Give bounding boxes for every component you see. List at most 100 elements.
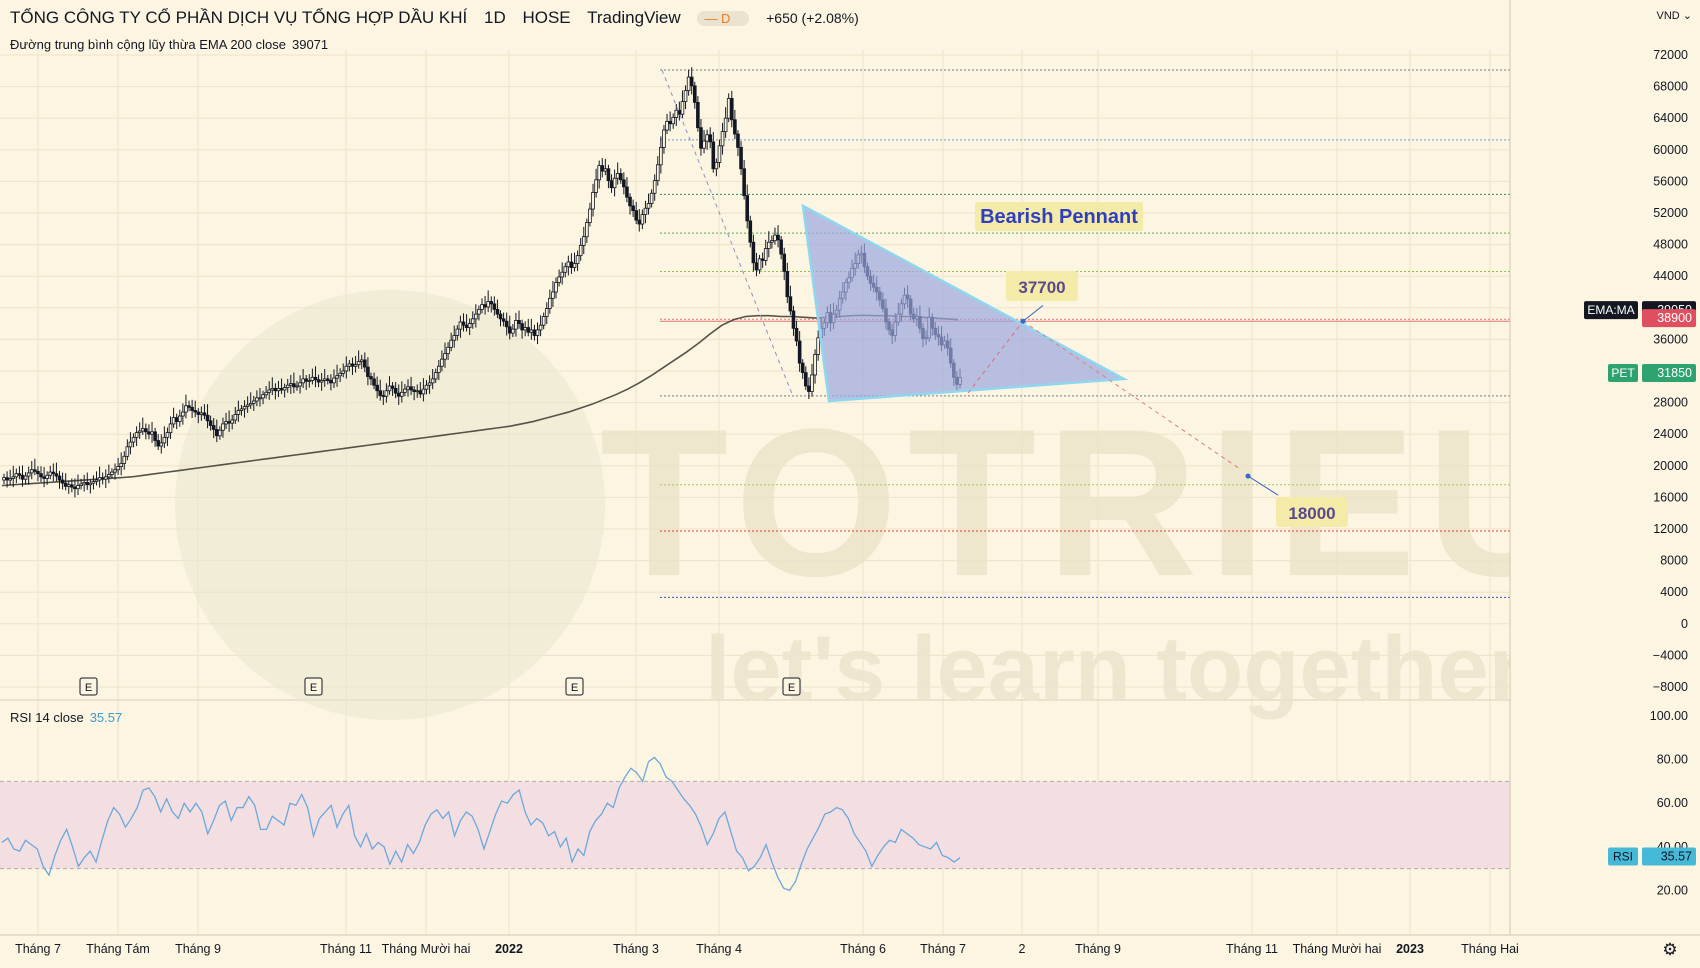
target-label-18000: 18000 (1288, 504, 1335, 523)
candle-body (218, 429, 222, 437)
candle-body (88, 482, 93, 486)
candle-body (622, 179, 626, 188)
candle-body (662, 129, 666, 148)
time-tick-label: 2 (1019, 942, 1026, 956)
candle-body (810, 374, 814, 392)
candle-body (483, 304, 487, 308)
candle-body (326, 378, 330, 381)
candles[interactable] (2, 67, 962, 498)
earnings-marker-label: E (85, 682, 92, 694)
candle-body (17, 473, 22, 476)
candle-body (211, 425, 216, 430)
candle-body (541, 316, 546, 326)
candle-body (659, 147, 663, 166)
candle-body (199, 412, 204, 415)
candle-body (631, 205, 635, 212)
price-tick-label: 68000 (1653, 80, 1688, 94)
time-tick-label: Tháng Mười hai (382, 942, 471, 956)
price-tick-label: 8000 (1660, 554, 1688, 568)
watermark-subtext: let's learn together (705, 618, 1524, 720)
price-tag-bg (1642, 363, 1696, 382)
candle-body (310, 376, 315, 381)
candle-body (8, 478, 12, 481)
candle-body (128, 441, 133, 448)
rsi-band (0, 780, 1510, 870)
candle-body (507, 326, 512, 334)
candle-body (486, 301, 490, 308)
price-tag-value: 35.57 (1661, 849, 1692, 863)
candle-body (329, 380, 333, 384)
candle-body (467, 323, 472, 328)
candle-body (332, 377, 336, 384)
price-tick-label: 12000 (1653, 522, 1688, 536)
chevron-down-icon: ⌄ (1682, 10, 1692, 22)
candle-body (375, 384, 379, 392)
ema-200-line (1, 314, 959, 487)
rsi-band-fill (0, 781, 1510, 869)
candle-body (168, 423, 173, 434)
candle-body (298, 382, 302, 387)
ema-legend[interactable]: Đường trung bình cộng lũy thừa EMA 200 c… (10, 37, 328, 52)
candle-body (125, 446, 130, 457)
candle-body (165, 432, 170, 438)
candle-body (612, 177, 617, 189)
candle-body (322, 378, 327, 381)
price-axis-bg (1510, 0, 1700, 963)
candle-body (51, 471, 56, 475)
candle-body (224, 421, 228, 425)
candle-body (446, 346, 450, 355)
candle-body (788, 296, 793, 312)
rsi-legend[interactable]: RSI 14 close 35.57 (10, 710, 122, 725)
rsi-tick-label: 20.00 (1657, 883, 1688, 897)
candle-body (60, 479, 65, 484)
candle-body (122, 455, 127, 464)
candle-body (538, 324, 543, 331)
price-tag-name-bg (1584, 301, 1638, 320)
candle-body (594, 179, 598, 193)
candle-body (258, 397, 262, 400)
earnings-marker (565, 677, 584, 696)
price-tag-value: 38900 (1657, 311, 1692, 325)
candle-body (813, 354, 817, 376)
candle-body (412, 389, 416, 392)
candle-body (773, 234, 777, 242)
candle-body (726, 98, 731, 119)
candle-body (159, 442, 164, 447)
candle-body (544, 308, 549, 317)
candle-body (557, 276, 561, 283)
currency-selector[interactable]: VND ⌄ (1656, 9, 1692, 22)
annotation-labels[interactable]: Bearish Pennant 37700 18000 (975, 202, 1348, 527)
gear-icon[interactable]: ⚙ (1662, 940, 1677, 959)
candle-body (449, 339, 453, 348)
candle-body (615, 173, 620, 179)
candle-body (625, 186, 629, 198)
candle-body (634, 210, 638, 221)
candle-body (307, 380, 312, 382)
candle-body (276, 387, 281, 392)
candle-body (717, 145, 722, 163)
candle-body (597, 165, 601, 181)
candle-body (156, 440, 160, 447)
candle-body (282, 387, 287, 391)
candle-body (526, 327, 531, 333)
candle-body (637, 219, 642, 225)
candle-body (665, 120, 669, 131)
candle-body (94, 479, 99, 482)
candle-body (677, 109, 682, 115)
pennant-group[interactable] (661, 69, 1279, 496)
candle-body (643, 207, 648, 215)
candle-body (205, 414, 210, 422)
candle-body (230, 419, 235, 424)
candle-body (11, 476, 16, 479)
interval[interactable]: 1D (484, 8, 506, 27)
candle-body (572, 263, 577, 268)
candle-body (363, 359, 367, 368)
price-tick-label: −8000 (1653, 680, 1688, 694)
candle-body (63, 482, 68, 487)
candle-body (347, 363, 352, 367)
candle-body (279, 387, 284, 391)
